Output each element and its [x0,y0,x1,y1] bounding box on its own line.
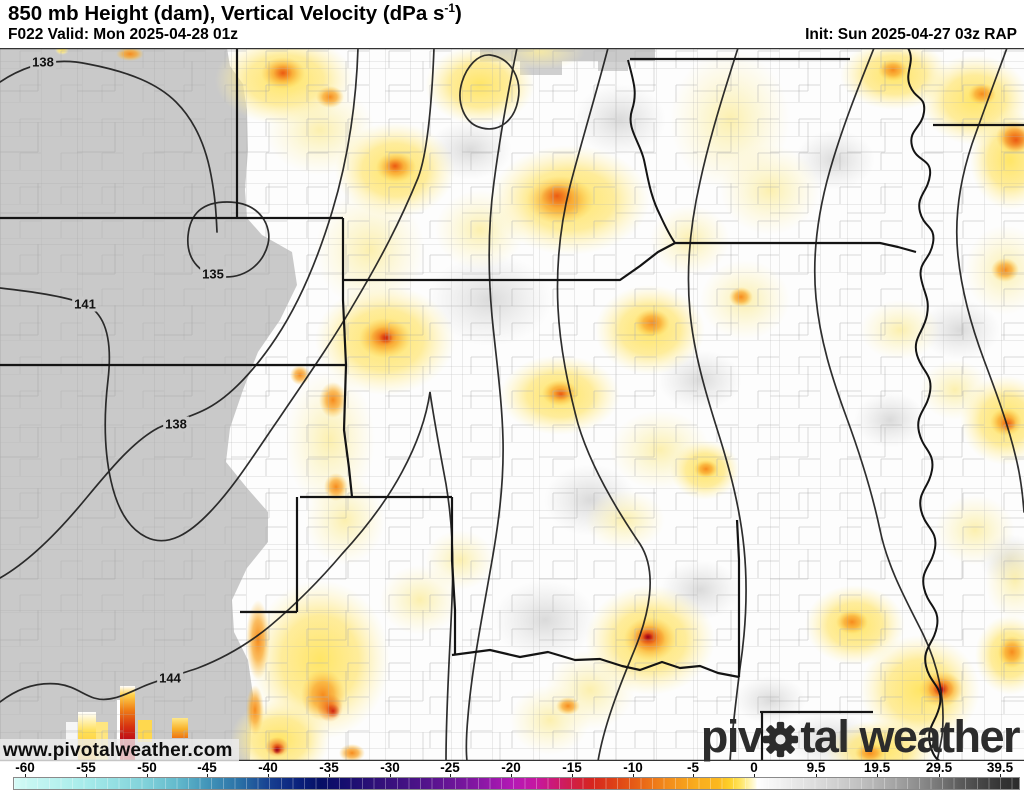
county-lines-coarse [0,48,1024,761]
colorbar-tick-label: -50 [137,760,157,775]
colorbar-tick-label: 39.5 [986,760,1014,775]
colorbar-tick-mark [511,774,512,778]
logo-text-tal-weather: tal weather [800,711,1020,762]
colorbar-tick-label: -20 [501,760,521,775]
colorbar-tick-mark [877,774,878,778]
pivotal-weather-logo: piv tal weather [700,711,1021,763]
watermark: www.pivotalweather.com [0,739,239,762]
colorbar-tick-label: -25 [440,760,460,775]
gear-icon [762,721,799,758]
colorbar-tick-mark [86,774,87,778]
colorbar-tick-mark [450,774,451,778]
title-superscript: -1 [444,1,456,15]
valid-time-label: F022 Valid: Mon 2025-04-28 01z [8,26,239,43]
colorbar-tick-mark [147,774,148,778]
meta-row: F022 Valid: Mon 2025-04-28 01z Init: Sun… [0,26,1024,46]
colorbar-tick-label: -5 [686,760,700,775]
colorbar-tick-mark [329,774,330,778]
colorbar-tick-label: -60 [15,760,35,775]
colorbar-tick-label: -10 [623,760,643,775]
colorbar-tick-mark [207,774,208,778]
contour-label: 135 [200,266,226,282]
colorbar-tick-mark [572,774,573,778]
contour-label: 141 [72,296,98,312]
colorbar-tick-label: 19.5 [863,760,891,775]
colorbar-tick-mark [633,774,634,778]
colorbar-strip [13,777,1020,790]
map-graphic [0,48,1024,761]
colorbar-tick-label: 0 [750,760,758,775]
colorbar-tick-label: -40 [258,760,278,775]
contour-label: 138 [30,54,56,70]
colorbar-tick-mark [268,774,269,778]
colorbar-tick-label: -55 [76,760,96,775]
colorbar-tick-mark [693,774,694,778]
colorbar-tick-mark [939,774,940,778]
logo-text-piv: piv [700,711,763,762]
map-canvas[interactable]: 138 135 141 138 144 www.pivotalweather.com p… [0,48,1024,763]
colorbar-tick-label: -15 [562,760,582,775]
page-title: 850 mb Height (dam), Vertical Velocity (… [8,1,462,25]
colorbar-tick-label: -45 [197,760,217,775]
colorbar-tick-labels: -60 -55 -50 -45 -40 -35 -30 -25 -20 -15 -10 -5 0 9.5 1… [0,760,1024,778]
colorbar-tick-mark [1000,774,1001,778]
contour-label: 144 [157,670,183,686]
height-contours [0,48,1024,761]
state-borders [0,48,1024,761]
init-time-label: Init: Sun 2025-04-27 03z RAP [805,26,1017,43]
colorbar-tick-mark [25,774,26,778]
colorbar-tick-label: 29.5 [925,760,953,775]
colorbar-tick-mark [816,774,817,778]
colorbar-tick-label: -30 [380,760,400,775]
river-borders [627,48,942,761]
colorbar-tick-mark [754,774,755,778]
contour-label: 138 [163,416,189,432]
colorbar-tick-label: -35 [319,760,339,775]
colorbar-tick-label: 9.5 [806,760,826,775]
colorbar-tick-mark [390,774,391,778]
